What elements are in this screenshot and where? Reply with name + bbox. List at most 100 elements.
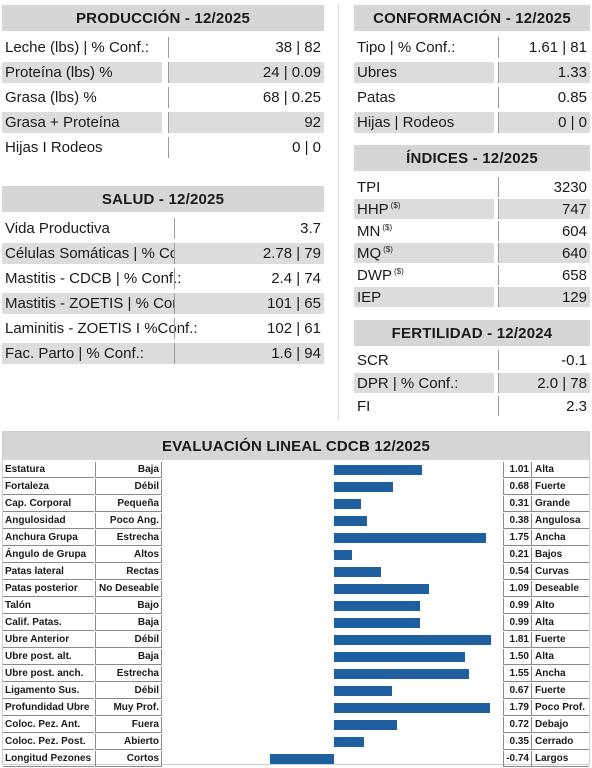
lineal-value: 0.54 — [503, 563, 531, 580]
fertilidad-row: SCR -0.1 — [354, 350, 590, 370]
lineal-low-label: Pequeña — [95, 495, 161, 512]
lineal-bar-cell — [161, 699, 503, 716]
produccion-rows: Leche (lbs) | % Conf.: 38 | 82 Proteína (l… — [2, 37, 324, 158]
salud-value: 1.6 | 94 — [174, 343, 324, 364]
lineal-row: Anchura Grupa Estrecha 1.75 Ancha — [3, 529, 589, 546]
fertilidad-panel: FERTILIDAD - 12/2024 SCR -0.1 DPR | % Conf… — [354, 320, 590, 419]
lineal-low-label: No Deseable — [95, 580, 161, 597]
produccion-label: Grasa + Proteína — [2, 112, 162, 133]
conformacion-rows: Tipo | % Conf.: 1.61 | 81 Ubres 1.33 Patas 0.… — [354, 37, 590, 133]
lineal-trait-name: Angulosidad — [3, 513, 94, 529]
lineal-bar — [334, 668, 469, 679]
lineal-bar-cell — [161, 461, 503, 478]
lineal-value: 0.35 — [503, 733, 531, 750]
lineal-trait-name: Ubre post. alt. — [3, 649, 94, 665]
lineal-high-label: Angulosa — [531, 512, 589, 529]
lineal-bar-cell — [161, 563, 503, 580]
lineal-low-label: Estrecha — [95, 529, 161, 546]
lineal-high-label: Ancha — [531, 665, 589, 682]
lineal-low-label: Débil — [95, 631, 161, 648]
produccion-value: 0 | 0 — [168, 137, 324, 158]
indices-row: HHP ($) 747 — [354, 199, 590, 219]
lineal-high-label: Fuerte — [531, 631, 589, 648]
lineal-row: Ubre post. alt. Baja 1.50 Alta — [3, 648, 589, 665]
lineal-value: 0.31 — [503, 495, 531, 512]
lineal-row: Ángulo de Grupa Altos 0.21 Bajos — [3, 546, 589, 563]
conformacion-row: Tipo | % Conf.: 1.61 | 81 — [354, 37, 590, 58]
produccion-label: Proteína (lbs) % — [2, 62, 162, 83]
fertilidad-row: DPR | % Conf.: 2.0 | 78 — [354, 373, 590, 393]
conformacion-label: Patas — [357, 89, 396, 106]
lineal-high-label: Deseable — [531, 580, 589, 597]
lineal-trait-name: Ligamento Sus. — [3, 683, 94, 699]
salud-row: Mastitis - ZOETIS | % Conf.: 101 | 65 — [2, 293, 324, 314]
indices-row: TPI 3230 — [354, 177, 590, 197]
indices-row: IEP 129 — [354, 287, 590, 307]
lineal-bar — [334, 532, 487, 543]
lineal-low-label: Poco Ang. — [95, 512, 161, 529]
salud-value: 102 | 61 — [174, 318, 324, 339]
lineal-high-label: Bajos — [531, 546, 589, 563]
salud-row: Células Somáticas | % Conf.: 2.78 | 79 — [2, 243, 324, 264]
conformacion-title: CONFORMACIÓN - 12/2025 — [354, 5, 590, 31]
lineal-value: 1.55 — [503, 665, 531, 682]
lineal-trait-name: Calif. Patas. — [3, 615, 94, 631]
lineal-bar-cell — [161, 716, 503, 733]
indices-panel: ÍNDICES - 12/2025 TPI 3230 HHP ($) 747 MN ($) 6… — [354, 145, 590, 309]
indices-row: MQ ($) 640 — [354, 243, 590, 263]
lineal-low-label: Fuera — [95, 716, 161, 733]
indices-row: DWP ($) 658 — [354, 265, 590, 285]
salud-rows: Vida Productiva 3.7 Células Somáticas | % … — [2, 218, 324, 364]
lineal-row: Patas posterior No Deseable 1.09 Deseable — [3, 580, 589, 597]
salud-value: 2.78 | 79 — [174, 243, 324, 264]
lineal-bar — [334, 583, 429, 594]
lineal-high-label: Cerrado — [531, 733, 589, 750]
lineal-bar-cell — [161, 614, 503, 631]
conformacion-value: 0.85 — [498, 87, 590, 108]
indices-row: MN ($) 604 — [354, 221, 590, 241]
lineal-bar-cell — [161, 665, 503, 682]
produccion-row: Proteína (lbs) % 24 | 0.09 — [2, 62, 324, 83]
produccion-panel: PRODUCCIÓN - 12/2025 Leche (lbs) | % Con… — [2, 5, 324, 162]
lineal-bar-cell — [161, 597, 503, 614]
salud-label: Vida Productiva — [5, 220, 110, 237]
lineal-title: EVALUACIÓN LINEAL CDCB 12/2025 — [3, 432, 589, 460]
lineal-high-label: Grande — [531, 495, 589, 512]
produccion-row: Grasa + Proteína 92 — [2, 112, 324, 133]
salud-title: SALUD - 12/2025 — [2, 186, 324, 212]
indices-value: 604 — [498, 221, 590, 241]
salud-row: Laminitis - ZOETIS I %Conf.: 102 | 61 — [2, 318, 324, 339]
lineal-trait-name: Cap. Corporal — [3, 496, 94, 512]
indices-label: HHP ($) — [354, 199, 494, 219]
lineal-bar-cell — [161, 478, 503, 495]
lineal-value: 0.68 — [503, 478, 531, 495]
lineal-bar-cell — [161, 512, 503, 529]
lineal-bar — [334, 498, 361, 509]
lineal-row: Coloc. Pez. Ant. Fuera 0.72 Debajo — [3, 716, 589, 733]
produccion-row: Hijas I Rodeos 0 | 0 — [2, 137, 324, 158]
salud-row: Fac. Parto | % Conf.: 1.6 | 94 — [2, 343, 324, 364]
lineal-high-label: Debajo — [531, 716, 589, 733]
fertilidad-title: FERTILIDAD - 12/2024 — [354, 320, 590, 346]
salud-label: Mastitis - ZOETIS | % Conf.: — [2, 293, 193, 314]
currency-superscript: ($) — [394, 266, 404, 276]
produccion-row: Grasa (lbs) % 68 | 0.25 — [2, 87, 324, 108]
lineal-value: 0.99 — [503, 597, 531, 614]
lineal-value: 0.67 — [503, 682, 531, 699]
salud-label: Células Somáticas | % Conf.: — [2, 243, 199, 264]
lineal-high-label: Alta — [531, 648, 589, 665]
indices-value: 640 — [498, 243, 590, 263]
lineal-low-label: Estrecha — [95, 665, 161, 682]
lineal-bar-cell — [161, 733, 503, 750]
lineal-bar — [334, 464, 422, 475]
lineal-trait-name: Profundidad Ubre — [3, 700, 94, 716]
lineal-trait-name: Ubre Anterior — [3, 632, 94, 648]
salud-value: 2.4 | 74 — [174, 268, 324, 289]
salud-label: Fac. Parto | % Conf.: — [2, 343, 174, 364]
lineal-trait-name: Patas lateral — [3, 564, 94, 580]
lineal-row: Coloc. Pez. Post. Abierto 0.35 Cerrado — [3, 733, 589, 750]
conformacion-value: 0 | 0 — [498, 112, 590, 133]
produccion-label: Hijas I Rodeos — [5, 139, 103, 156]
conformacion-label: Tipo | % Conf.: — [357, 39, 456, 56]
produccion-label: Leche (lbs) | % Conf.: — [5, 39, 149, 56]
